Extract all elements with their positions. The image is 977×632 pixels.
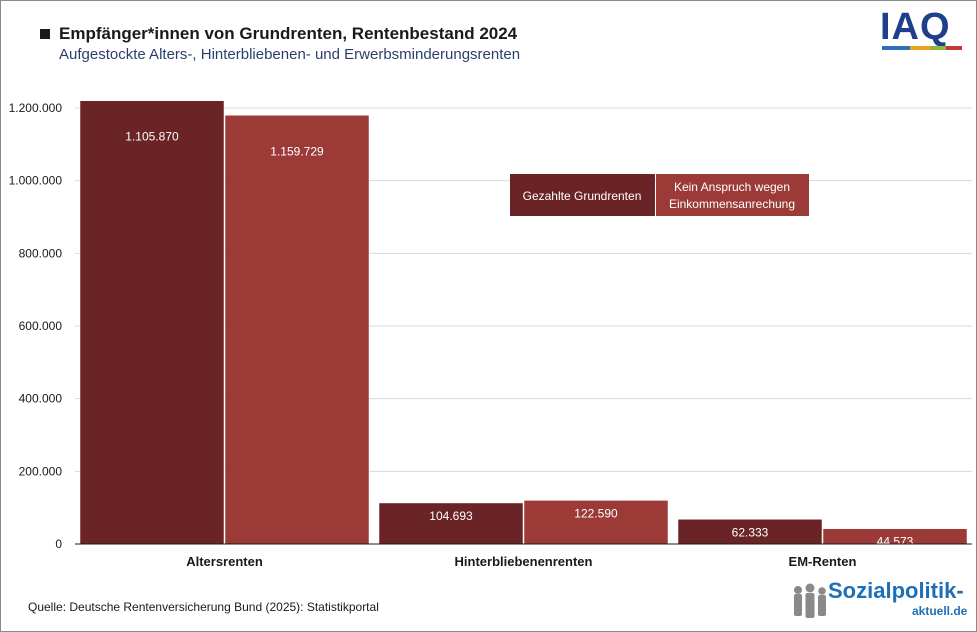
legend-label-series-2-line-2: Einkommensanrechung [669, 197, 795, 211]
title-row: Empfänger*innen von Grundrenten, Rentenb… [40, 24, 517, 44]
legend-label-series-1: Gezahlte Grundrenten [523, 189, 642, 203]
gridlines [75, 107, 972, 472]
iaq-logo-underline [882, 46, 962, 50]
iaq-logo: IAQ [880, 6, 951, 48]
bar-altersrenten-series-1 [79, 100, 225, 545]
x-axis-categories: Altersrenten Hinterbliebenenrenten EM-Rent… [186, 554, 856, 569]
bar-value-label: 44.573 [877, 535, 914, 549]
bar-value-label: 1.105.870 [125, 130, 179, 144]
sozialpolitik-logo: Sozialpolitik- aktuell.de [790, 578, 970, 622]
chart-title: Empfänger*innen von Grundrenten, Rentenb… [59, 24, 518, 43]
bar-value-label: 122.590 [574, 506, 618, 520]
chart-subtitle: Aufgestockte Alters-, Hinterbliebenen- u… [59, 46, 521, 63]
bar-value-label: 104.693 [429, 509, 473, 523]
bar-value-label: 62.333 [732, 525, 769, 539]
people-silhouettes-icon [794, 583, 826, 618]
legend-swatch-series-2 [656, 174, 809, 216]
data-labels: 1.105.870 1.159.729 104.693 122.590 62.333 44… [125, 130, 913, 549]
y-tick-label: 400.000 [19, 392, 63, 406]
y-tick-label: 0 [55, 537, 62, 551]
legend-label-series-2-line-1: Kein Anspruch wegen [674, 180, 790, 194]
bar-altersrenten-series-2 [224, 115, 370, 545]
sozialpolitik-logo-subtext: aktuell.de [912, 604, 968, 618]
sozialpolitik-logo-text: Sozialpolitik- [828, 578, 964, 603]
x-category-label: EM-Renten [789, 554, 857, 569]
y-tick-label: 1.000.000 [9, 174, 63, 188]
title-bullet-icon [40, 29, 50, 39]
legend: Gezahlte Grundrenten Kein Anspruch wegen E… [510, 174, 809, 216]
y-tick-label: 600.000 [19, 319, 63, 333]
legend-swatch-series-1 [510, 174, 655, 216]
y-tick-label: 800.000 [19, 246, 63, 260]
x-category-label: Hinterbliebenenrenten [455, 554, 593, 569]
bar-value-label: 1.159.729 [270, 144, 324, 158]
bar-hinterbliebenenrenten-series-1 [378, 502, 524, 545]
y-axis-ticks: 0 200.000 400.000 600.000 800.000 1.000.000 1.… [9, 101, 63, 551]
bars [79, 100, 968, 545]
y-tick-label: 1.200.000 [9, 101, 63, 115]
y-tick-label: 200.000 [19, 464, 63, 478]
bar-hinterbliebenenrenten-series-2 [523, 500, 669, 545]
source-note: Quelle: Deutsche Rentenversicherung Bund… [28, 600, 379, 614]
x-category-label: Altersrenten [186, 554, 263, 569]
